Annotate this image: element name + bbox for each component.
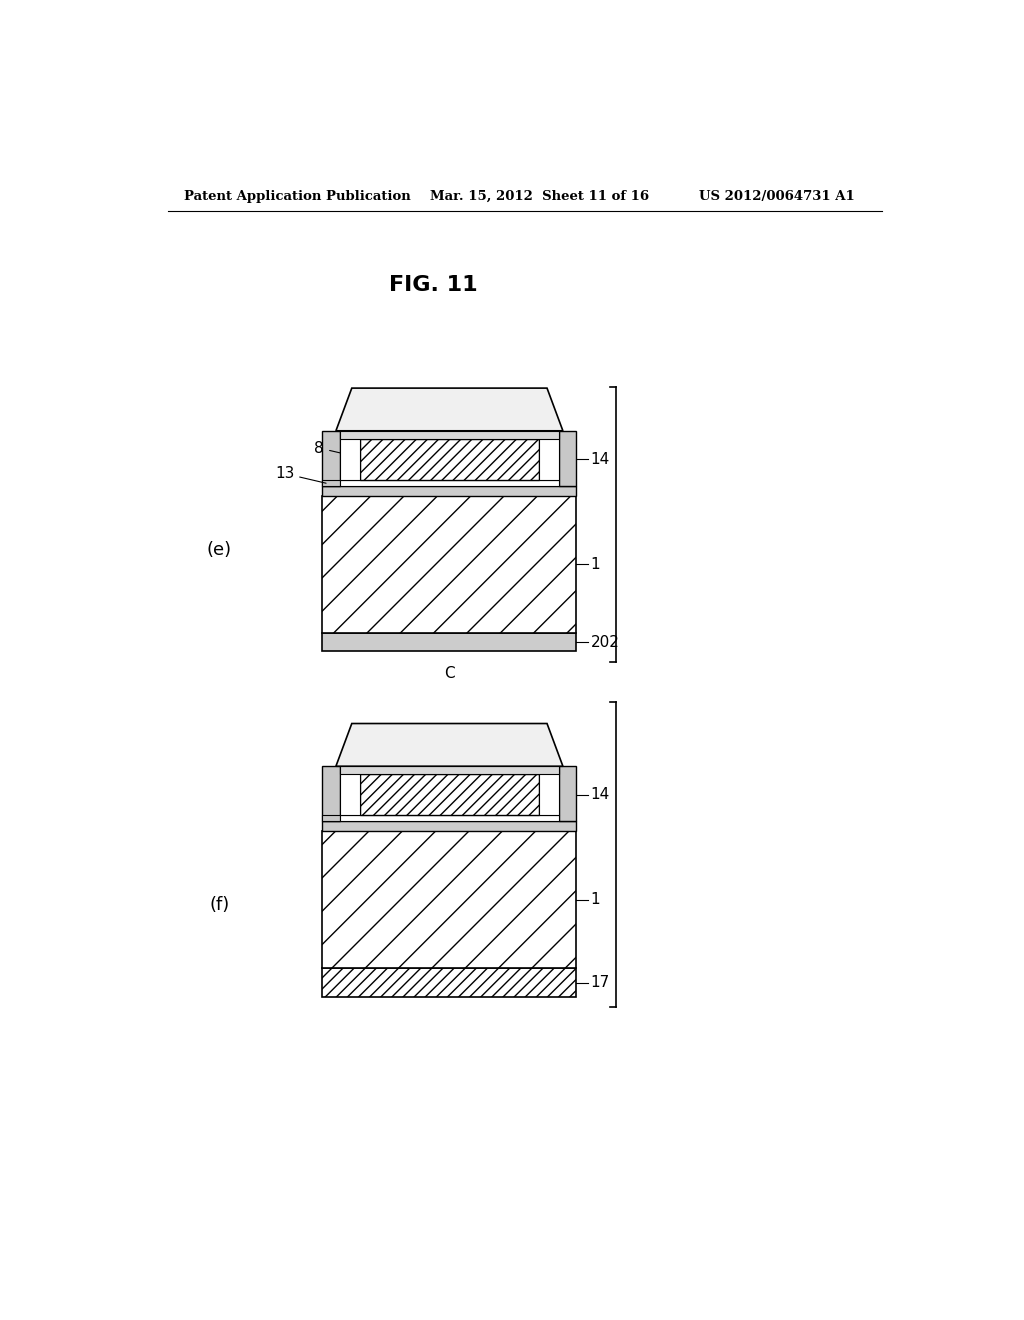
Bar bbox=[323, 821, 577, 832]
Text: 1: 1 bbox=[591, 557, 600, 572]
Text: C: C bbox=[444, 667, 455, 681]
Bar bbox=[323, 496, 577, 634]
Bar bbox=[323, 766, 340, 821]
Text: 1: 1 bbox=[591, 892, 600, 907]
Bar bbox=[359, 775, 539, 814]
Bar bbox=[323, 430, 340, 486]
Bar bbox=[340, 814, 559, 821]
Text: 13: 13 bbox=[274, 466, 326, 483]
Bar bbox=[340, 766, 359, 814]
Bar bbox=[323, 969, 577, 997]
Bar bbox=[359, 440, 539, 479]
Polygon shape bbox=[336, 723, 563, 766]
Bar bbox=[340, 766, 559, 775]
Text: 14: 14 bbox=[591, 451, 610, 467]
Bar bbox=[539, 430, 559, 479]
Text: 8: 8 bbox=[314, 441, 365, 458]
Text: (f): (f) bbox=[209, 896, 229, 915]
Polygon shape bbox=[336, 388, 563, 430]
Bar bbox=[340, 430, 559, 440]
Bar bbox=[539, 766, 559, 814]
Text: 14: 14 bbox=[591, 787, 610, 803]
Text: (e): (e) bbox=[207, 541, 231, 558]
Bar bbox=[559, 766, 577, 821]
Bar bbox=[340, 430, 359, 479]
Bar bbox=[323, 814, 340, 821]
Bar bbox=[340, 479, 559, 486]
Bar bbox=[323, 832, 577, 969]
Text: 17: 17 bbox=[591, 975, 610, 990]
Bar bbox=[559, 430, 577, 486]
Text: 202: 202 bbox=[591, 635, 620, 649]
Text: FIG. 11: FIG. 11 bbox=[389, 276, 478, 296]
Text: Mar. 15, 2012  Sheet 11 of 16: Mar. 15, 2012 Sheet 11 of 16 bbox=[430, 190, 648, 202]
Bar bbox=[323, 486, 577, 496]
Text: Patent Application Publication: Patent Application Publication bbox=[183, 190, 411, 202]
Bar bbox=[323, 479, 340, 486]
Bar bbox=[323, 634, 577, 651]
Text: US 2012/0064731 A1: US 2012/0064731 A1 bbox=[699, 190, 855, 202]
